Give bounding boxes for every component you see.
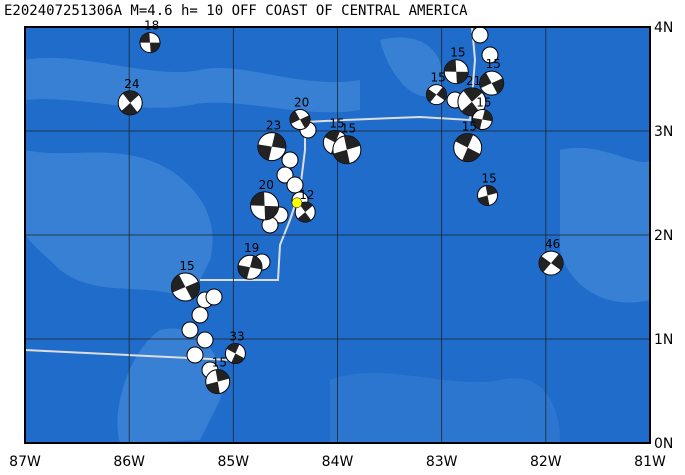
x-tick-label: 85W [217, 454, 249, 470]
event [477, 184, 498, 206]
event-quadrant [300, 115, 310, 129]
y-tick-label: 1N [654, 332, 673, 348]
event [453, 133, 483, 163]
event-quadrant [121, 102, 138, 115]
event-label: 15 [212, 356, 227, 370]
event [250, 191, 280, 221]
event-label: 23 [266, 119, 281, 133]
event-quadrant [226, 343, 240, 354]
x-tick-label: 83W [426, 454, 458, 470]
event-label: 18 [144, 19, 159, 33]
y-tick-label: 2N [654, 228, 673, 244]
event-quadrant [231, 353, 245, 364]
event-quadrant [444, 59, 457, 72]
event-quadrant [150, 42, 160, 53]
event-label: 46 [545, 237, 560, 251]
event-label: 24 [124, 77, 139, 91]
event [205, 369, 231, 395]
y-tick-label: 3N [654, 124, 673, 140]
event [257, 132, 287, 162]
event-label: 20 [294, 96, 309, 110]
event-quadrant [343, 135, 361, 150]
event-quadrant [238, 264, 250, 279]
event-quadrant [455, 133, 474, 148]
x-tick-label: 87W [9, 454, 41, 470]
event-quadrant [206, 381, 220, 394]
event-quadrant [299, 202, 313, 213]
event-quadrant [477, 195, 490, 206]
event-quadrant [140, 32, 150, 43]
event [117, 90, 143, 116]
event-quadrant [551, 253, 564, 271]
event-quadrant [257, 144, 272, 161]
event-label: 15 [179, 259, 194, 273]
x-tick-label: 81W [634, 454, 666, 470]
event-quadrant [250, 255, 262, 270]
bathymetry [25, 37, 650, 443]
event [170, 272, 200, 302]
event-label: 15 [430, 71, 445, 85]
event-label: 15 [341, 122, 356, 136]
event-quadrant [264, 205, 279, 220]
event-label: 15 [329, 116, 344, 130]
event-quadrant [436, 86, 447, 101]
event-quadrant [482, 109, 493, 122]
event-quadrant [324, 130, 340, 143]
event-quadrant [185, 281, 200, 300]
event [425, 84, 447, 106]
x-tick-label: 86W [113, 454, 145, 470]
x-tick-label: 82W [530, 454, 562, 470]
event-label: 15 [482, 171, 497, 185]
event-quadrant [479, 72, 492, 89]
frame [24, 26, 651, 444]
event [479, 70, 505, 96]
x-tick-label: 84W [322, 454, 354, 470]
event [237, 254, 263, 280]
event-quadrant [485, 185, 498, 196]
main-event [291, 197, 303, 209]
event-quadrant [426, 88, 437, 103]
event-label: 20 [259, 178, 274, 192]
event [538, 250, 564, 276]
event-quadrant [333, 149, 350, 164]
event-label: 12 [299, 188, 314, 202]
y-tick-label: 0N [654, 436, 673, 452]
event-quadrant [463, 87, 483, 102]
event-quadrant [456, 71, 469, 84]
event-quadrant [539, 255, 552, 273]
event-quadrant [462, 147, 481, 162]
event [471, 109, 493, 131]
event [443, 59, 469, 85]
map-title: E202407251306A M=4.6 h= 10 OFF COAST OF … [4, 3, 468, 19]
event-quadrant [271, 132, 286, 149]
event-label: 15 [486, 57, 501, 71]
event-quadrant [491, 78, 504, 94]
event [289, 109, 311, 131]
event-label: 33 [229, 330, 244, 344]
event-label: 21 [466, 74, 481, 88]
event [294, 201, 316, 223]
event-label: 15 [462, 120, 477, 134]
event [332, 135, 362, 165]
event-quadrant [297, 212, 312, 223]
event-quadrant [122, 90, 140, 103]
unlabeled-events [181, 26, 499, 379]
event-label: 15 [476, 96, 491, 110]
event-label: 15 [450, 46, 465, 60]
event-quadrant [171, 274, 186, 293]
event-quadrant [250, 191, 265, 206]
event-label: 19 [244, 241, 259, 255]
event [224, 343, 246, 365]
event-quadrant [290, 110, 300, 124]
events [117, 26, 564, 395]
event-quadrant [472, 117, 483, 130]
y-tick-label: 4N [654, 20, 673, 36]
event-quadrant [215, 369, 230, 382]
event [139, 32, 161, 54]
